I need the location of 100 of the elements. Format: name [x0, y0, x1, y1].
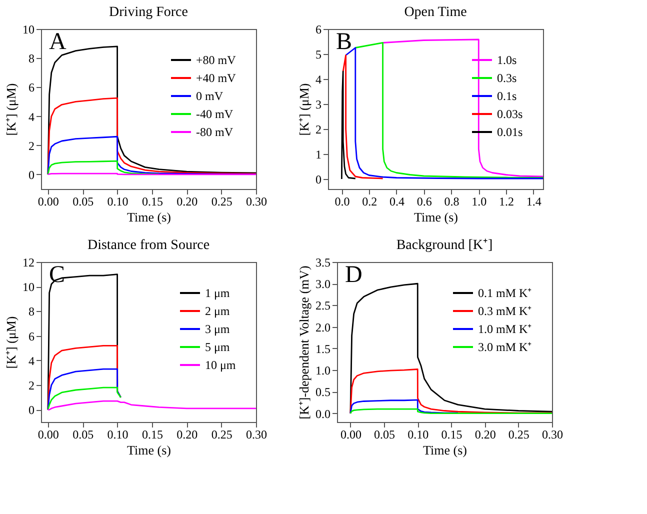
x-axis-title: Time (s) [127, 210, 171, 224]
x-tick-label: 0.25 [211, 428, 232, 442]
y-tick-label: 6 [28, 329, 34, 344]
x-tick-label: 0.30 [542, 428, 563, 442]
legend-label: 2 μm [205, 304, 230, 318]
x-tick-label: 0.8 [444, 194, 460, 208]
y-axis-title: [K⁺] (μM) [4, 83, 18, 136]
x-tick-label: 0.0 [334, 194, 350, 208]
x-tick-label: 0.05 [374, 428, 396, 442]
x-axis-title: Time (s) [414, 210, 458, 224]
legend-label: 0.1s [497, 89, 517, 103]
x-tick-label: 0.4 [389, 194, 404, 208]
y-axis-title: [K⁺]-dependent Voltage (mV) [296, 266, 312, 420]
x-tick-label: 0.00 [340, 428, 362, 442]
x-tick-label: 1.4 [526, 194, 542, 208]
legend-label: +80 mV [196, 53, 236, 67]
legend-label: 3.0 mM K⁺ [478, 340, 532, 354]
y-tick-label: 10 [22, 22, 34, 36]
x-tick-label: 0.30 [246, 428, 267, 442]
y-axis-title: [K⁺] (μM) [4, 316, 18, 369]
annotation: D [345, 262, 362, 288]
annotation: B [336, 29, 352, 55]
y-tick-label: 3.5 [316, 256, 330, 270]
y-tick-label: 3.0 [316, 277, 330, 292]
y-tick-label: 2 [28, 378, 34, 393]
legend-label: +40 mV [196, 71, 236, 85]
x-tick-label: 0.20 [474, 428, 496, 442]
legend-label: 0.3 mM K⁺ [478, 304, 532, 318]
line-series [350, 399, 459, 414]
y-tick-label: 2 [316, 122, 322, 136]
y-tick-label: 12 [22, 256, 34, 270]
legend-label: 0.3s [497, 71, 517, 85]
y-tick-label: 10 [22, 280, 34, 294]
y-tick-label: 4 [28, 110, 34, 124]
y-tick-label: 1.0 [316, 364, 330, 378]
legend-label: 0.01s [497, 125, 523, 139]
legend-label: -40 mV [196, 107, 234, 121]
line-series [350, 368, 553, 414]
chart-title: Open Time [404, 5, 467, 20]
x-axis-title: Time (s) [127, 442, 171, 458]
legend-label: 0.03s [497, 107, 523, 121]
legend-label: 0.1 mM K⁺ [478, 286, 532, 300]
x-tick-label: 0.00 [38, 194, 59, 208]
chart-title: Distance from Source [87, 238, 210, 253]
x-tick-label: 1.0 [472, 194, 487, 208]
x-tick-label: 0.20 [176, 194, 198, 208]
line-series [342, 54, 384, 180]
x-tick-label: 0.15 [142, 428, 163, 442]
x-tick-label: 0.30 [246, 194, 267, 208]
x-tick-label: 0.15 [441, 428, 462, 442]
y-tick-label: 5 [316, 48, 322, 62]
line-series [47, 136, 257, 176]
y-tick-label: 8 [28, 304, 34, 319]
legend-label: 1 μm [205, 286, 230, 300]
x-tick-label: 0.10 [107, 194, 128, 208]
x-axis-title: Time (s) [423, 442, 467, 458]
y-tick-label: 4 [28, 354, 34, 368]
y-tick-label: 1.5 [316, 342, 330, 356]
x-tick-label: 1.2 [499, 194, 514, 208]
x-tick-label: 0.05 [72, 194, 94, 208]
y-tick-label: 3 [316, 98, 322, 112]
line-series [350, 282, 553, 414]
y-tick-label: 6 [28, 80, 34, 95]
y-tick-label: 0.5 [316, 385, 330, 400]
y-tick-label: 0 [316, 172, 322, 186]
x-tick-label: 0.10 [107, 428, 128, 442]
x-tick-label: 0.20 [176, 428, 198, 442]
y-tick-label: 1 [316, 148, 322, 162]
y-tick-label: 0 [28, 403, 34, 418]
y-tick-label: 2 [28, 138, 34, 153]
x-tick-label: 0.25 [508, 428, 530, 442]
y-axis-title: [K⁺] (μM) [296, 83, 312, 136]
y-tick-label: 4 [316, 72, 322, 86]
line-series [47, 160, 160, 176]
y-tick-label: 8 [28, 52, 34, 66]
chart-title: Background [K⁺] [396, 238, 493, 253]
line-series [47, 368, 122, 410]
legend-label: 1.0 mM K⁺ [478, 322, 532, 336]
legend-label: 5 μm [205, 340, 230, 354]
x-tick-label: 0.2 [362, 194, 378, 208]
y-tick-label: 6 [316, 22, 322, 36]
x-tick-label: 0.15 [142, 194, 163, 208]
y-tick-label: 2.5 [316, 298, 330, 313]
y-tick-label: 0.0 [316, 406, 330, 421]
line-series [382, 38, 544, 178]
line-series [340, 70, 356, 180]
legend-label: 0 mV [196, 89, 224, 103]
chart-title: Driving Force [109, 5, 188, 20]
x-tick-label: 0.05 [72, 428, 94, 442]
y-tick-label: 0 [28, 168, 34, 182]
x-tick-label: 0.25 [211, 194, 232, 208]
annotation: A [49, 29, 67, 55]
line-series [47, 386, 122, 410]
y-tick-label: 2.0 [316, 320, 330, 334]
legend-label: 1.0s [497, 53, 517, 67]
x-tick-label: 0.6 [416, 194, 432, 208]
x-tick-label: 0.00 [38, 428, 59, 442]
x-tick-label: 0.10 [408, 428, 429, 442]
legend-label: 3 μm [205, 322, 230, 336]
legend-label: 10 μm [205, 358, 236, 372]
